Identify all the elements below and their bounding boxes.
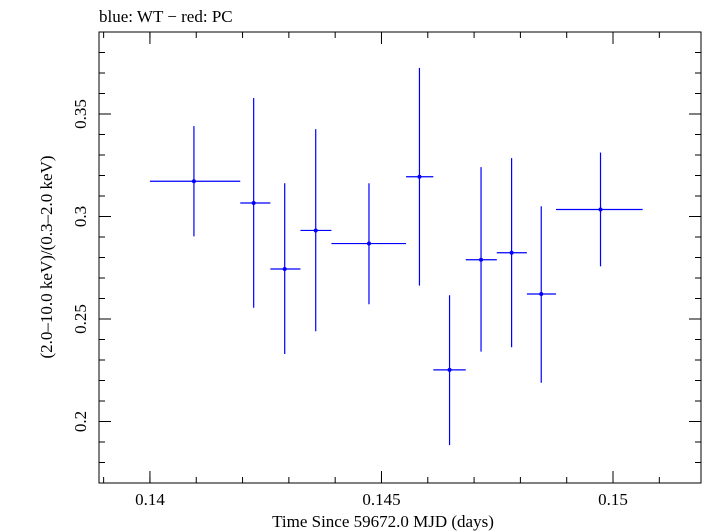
chart-title: blue: WT − red: PC	[99, 7, 233, 26]
data-marker	[447, 367, 452, 372]
data-point	[433, 295, 466, 446]
y-tick-label: 0.2	[71, 411, 90, 432]
plot-frame	[98, 31, 702, 484]
data-point	[406, 67, 434, 286]
x-tick-label: 0.15	[598, 490, 628, 509]
data-marker	[417, 174, 422, 179]
data-point	[496, 158, 527, 348]
y-tick-label: 0.3	[71, 206, 90, 227]
data-point	[331, 183, 407, 305]
data-marker	[539, 291, 544, 296]
x-axis-label: Time Since 59672.0 MJD (days)	[272, 512, 494, 531]
x-tick-label: 0.145	[362, 490, 400, 509]
data-marker	[282, 266, 287, 271]
y-tick-label: 0.25	[71, 304, 90, 334]
data-point	[526, 206, 557, 383]
data-point	[270, 183, 301, 355]
axis-ticks	[99, 31, 701, 484]
data-marker	[191, 179, 196, 184]
data-marker	[509, 250, 514, 255]
data-point	[556, 152, 643, 267]
data-points	[149, 67, 643, 446]
data-marker	[313, 228, 318, 233]
data-point	[300, 129, 332, 332]
data-marker	[366, 241, 371, 246]
data-marker	[479, 257, 484, 262]
y-axis-label: (2.0–10.0 keV)/(0.3–2.0 keV)	[37, 155, 56, 358]
x-tick-label: 0.14	[135, 490, 165, 509]
y-tick-label: 0.35	[71, 99, 90, 129]
data-marker	[251, 200, 256, 205]
data-marker	[598, 207, 603, 212]
data-point	[465, 167, 497, 352]
axis-tick-labels: 0.14 0.145 0.15 0.2 0.25 0.3 0.35	[71, 99, 628, 509]
data-point	[149, 126, 241, 237]
data-point	[240, 98, 271, 308]
